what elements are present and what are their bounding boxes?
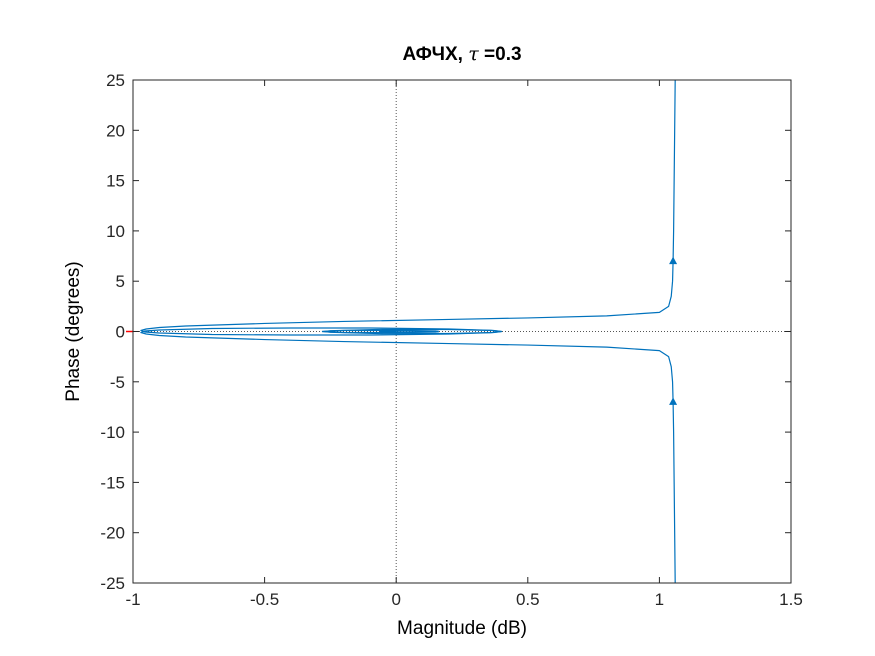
y-tick-label: -25 [100, 574, 125, 593]
x-tick-label: -1 [125, 590, 140, 609]
x-axis-label: Magnitude (dB) [397, 618, 527, 639]
y-tick-label: 10 [106, 222, 125, 241]
y-tick-label: 20 [106, 121, 125, 140]
title-suffix: =0.3 [479, 44, 522, 65]
y-tick-label: 25 [106, 71, 125, 90]
direction-arrow-1 [669, 256, 678, 265]
x-tick-label: 1.5 [779, 590, 803, 609]
title-prefix: АФЧХ, [402, 44, 468, 65]
series-line-1 [140, 79, 676, 336]
y-tick-label: 5 [116, 272, 125, 291]
series-group [140, 79, 676, 584]
y-tick-label: 15 [106, 172, 125, 191]
y-tick-label: -5 [110, 373, 125, 392]
direction-arrow-2 [669, 397, 678, 405]
x-tick-label: 1 [655, 590, 664, 609]
y-axis-label: Phase (degrees) [63, 261, 84, 401]
y-tick-label: 0 [116, 323, 125, 342]
ticks-group: -1 -0.5 0 0.5 1 1.5 -25 -20 -15 -10 -5 0 5 10 15 20 25 [100, 71, 802, 609]
x-tick-label: -0.5 [250, 590, 279, 609]
y-tick-label: -15 [100, 473, 125, 492]
title-tau-symbol: τ [468, 43, 479, 65]
y-tick-label: -10 [100, 423, 125, 442]
plot-area [133, 80, 791, 583]
markers-group [126, 256, 678, 405]
x-tick-label: 0 [391, 590, 400, 609]
x-tick-label: 0.5 [516, 590, 540, 609]
series-line-2 [140, 327, 676, 584]
chart-title: АФЧХ, τ =0.3 [402, 43, 521, 65]
y-tick-label: -20 [100, 524, 125, 543]
